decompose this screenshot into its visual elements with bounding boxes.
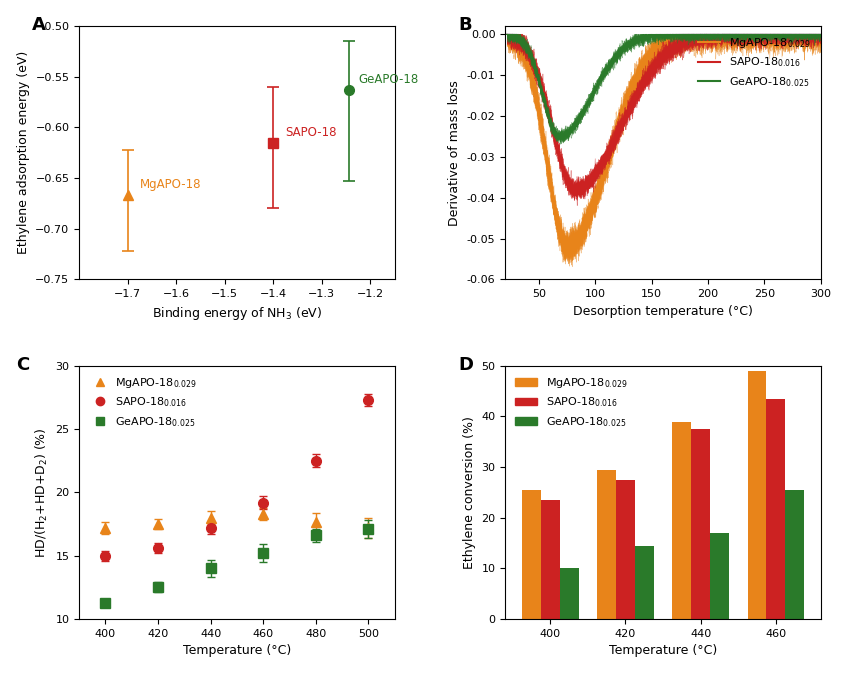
Bar [672, 421, 691, 619]
Legend: MgAPO-18$_{0.029}$, SAPO-18$_{0.016}$, GeAPO-18$_{0.025}$: MgAPO-18$_{0.029}$, SAPO-18$_{0.016}$, G… [694, 32, 815, 93]
Text: B: B [458, 16, 471, 34]
Y-axis label: Derivative of mass loss: Derivative of mass loss [449, 80, 461, 226]
Text: C: C [16, 356, 29, 373]
Y-axis label: Ethylene conversion (%): Ethylene conversion (%) [463, 416, 476, 569]
Bar [710, 533, 728, 619]
X-axis label: Desorption temperature (°C): Desorption temperature (°C) [573, 305, 753, 317]
X-axis label: Temperature (°C): Temperature (°C) [182, 644, 291, 657]
Bar [635, 546, 654, 619]
X-axis label: Binding energy of NH$_3$ (eV): Binding energy of NH$_3$ (eV) [152, 305, 322, 321]
Bar [597, 470, 616, 619]
Legend: MgAPO-18$_{0.029}$, SAPO-18$_{0.016}$, GeAPO-18$_{0.025}$: MgAPO-18$_{0.029}$, SAPO-18$_{0.016}$, G… [510, 371, 633, 433]
Bar [560, 568, 578, 619]
Bar [616, 480, 635, 619]
Y-axis label: HD/(H$_2$+HD+D$_2$) (%): HD/(H$_2$+HD+D$_2$) (%) [34, 427, 50, 557]
Text: A: A [31, 16, 46, 34]
Text: SAPO-18: SAPO-18 [286, 125, 337, 139]
Bar [541, 500, 560, 619]
Bar [785, 490, 804, 619]
Bar [767, 399, 785, 619]
Text: GeAPO-18: GeAPO-18 [358, 73, 419, 86]
Bar [748, 371, 767, 619]
X-axis label: Temperature (°C): Temperature (°C) [609, 644, 717, 657]
Text: D: D [458, 356, 473, 373]
Bar [691, 429, 710, 619]
Legend: MgAPO-18$_{0.029}$, SAPO-18$_{0.016}$, GeAPO-18$_{0.025}$: MgAPO-18$_{0.029}$, SAPO-18$_{0.016}$, G… [85, 371, 201, 433]
Text: MgAPO-18: MgAPO-18 [140, 178, 201, 191]
Bar [522, 490, 541, 619]
Y-axis label: Ethylene adsorption energy (eV): Ethylene adsorption energy (eV) [17, 51, 30, 254]
